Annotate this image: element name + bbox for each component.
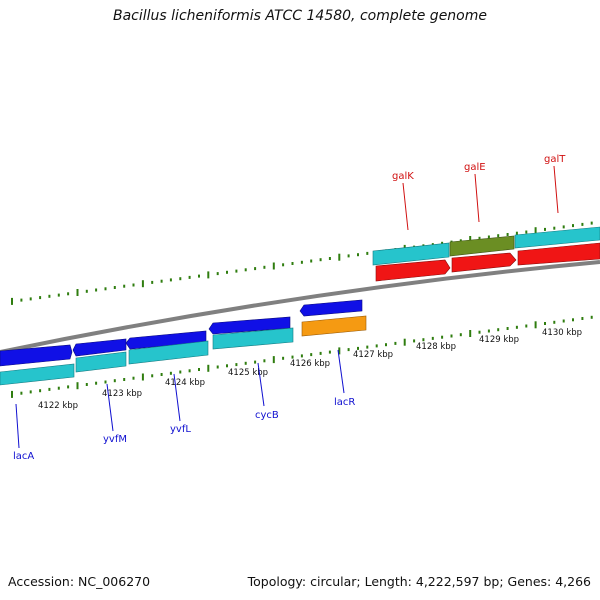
inner-tick-row [11,315,593,398]
leader-yvfL [173,373,181,422]
gene-labels: lacA yvfM yvfL cycB lacR galK galE galT [13,154,566,462]
gene-label-galE[interactable]: galE [464,162,486,173]
gene-label-lacA[interactable]: lacA [13,451,34,462]
scale-label: 4127 kbp [353,350,393,360]
scale-label: 4128 kbp [416,342,456,352]
gene-label-galK[interactable]: galK [392,171,414,182]
cds-lacR[interactable] [301,315,367,337]
leader-lacR [337,349,345,394]
scale-label: 4125 kbp [228,368,268,378]
scale-label: 4129 kbp [479,335,519,345]
gene-lacR[interactable] [299,299,363,317]
leader-galK [402,182,409,231]
leader-yvfM [106,383,114,432]
forward-strand-genes [372,226,600,282]
leader-cycB [257,362,265,407]
gene-label-galT[interactable]: galT [544,154,566,165]
gene-cycB[interactable] [208,316,291,335]
cds-row [0,315,367,386]
gene-lacA[interactable] [0,344,73,367]
scale-label: 4122 kbp [38,401,78,411]
gene-yvfM[interactable] [72,338,127,357]
gene-label-yvfM[interactable]: yvfM [103,434,127,445]
outer-tick-row [11,221,593,305]
gene-label-cycB[interactable]: cycB [255,410,279,421]
gene-label-yvfL[interactable]: yvfL [170,424,191,435]
gene-galK[interactable] [375,259,451,282]
scale-axis: 4122 kbp 4123 kbp 4124 kbp 4125 kbp 4126… [38,328,582,411]
leader-galT [553,165,559,214]
scale-label: 4126 kbp [290,359,330,369]
label-leaders [15,165,559,449]
leader-galE [474,173,480,223]
gene-galE[interactable] [451,252,517,273]
gene-label-lacR[interactable]: lacR [334,397,355,408]
cds-galT[interactable] [514,226,600,249]
cds-lacA[interactable] [0,363,75,386]
page-title: Bacillus licheniformis ATCC 14580, compl… [113,8,487,24]
cds-galK[interactable] [372,242,450,266]
scale-label: 4130 kbp [542,328,582,338]
cds-yvfL[interactable] [128,340,209,365]
cds-cycB[interactable] [212,327,294,350]
gene-galT[interactable] [517,242,600,266]
genome-backbone [0,260,600,354]
genome-summary-text: Topology: circular; Length: 4,222,597 bp… [247,574,591,589]
cds-galE[interactable] [449,235,515,257]
scale-label: 4124 kbp [165,378,205,388]
cds-yvfM[interactable] [75,351,127,373]
scale-label: 4123 kbp [102,389,142,399]
reverse-strand-genes [0,299,363,367]
leader-lacA [15,403,20,449]
accession-text: Accession: NC_006270 [8,574,151,589]
